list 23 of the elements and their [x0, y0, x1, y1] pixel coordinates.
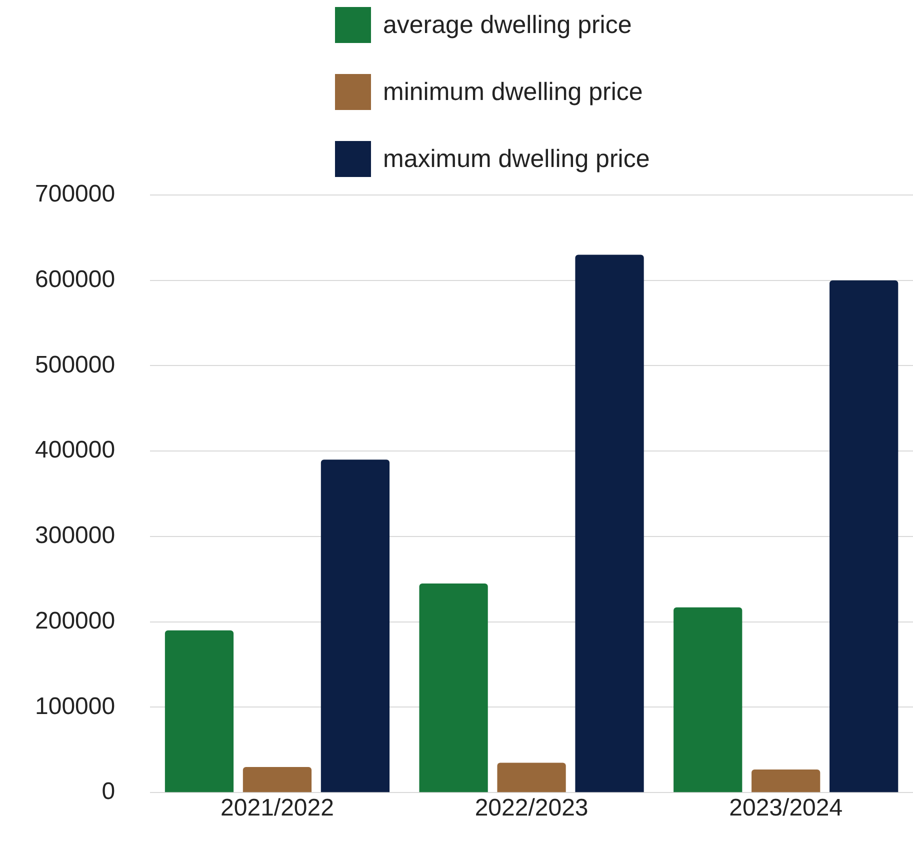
y-tick-label: 500000 — [34, 351, 116, 378]
legend-label: average dwelling price — [383, 10, 632, 40]
bar — [320, 460, 390, 792]
bar — [419, 583, 488, 792]
bar — [164, 630, 234, 792]
y-tick-label: 100000 — [34, 692, 116, 720]
legend-label: minimum dwelling price — [383, 78, 643, 106]
bar — [752, 770, 820, 792]
y-tick-label: 700000 — [34, 180, 116, 208]
bar — [830, 280, 898, 792]
y-tick-label: 300000 — [34, 522, 116, 550]
x-tick-label: 2021/2022 — [220, 794, 334, 822]
y-tick-label: 600000 — [34, 266, 116, 293]
y-tick-label: 0 — [102, 778, 116, 806]
bar — [575, 254, 644, 792]
y-tick-label: 400000 — [34, 436, 116, 464]
bar — [497, 762, 566, 792]
bar — [674, 607, 742, 792]
bar — [242, 766, 312, 792]
x-tick-label: 2022/2023 — [474, 794, 588, 822]
y-tick-label: 200000 — [34, 607, 116, 634]
x-tick-label: 2023/2024 — [729, 794, 843, 822]
legend-label: maximum dwelling price — [383, 144, 650, 174]
